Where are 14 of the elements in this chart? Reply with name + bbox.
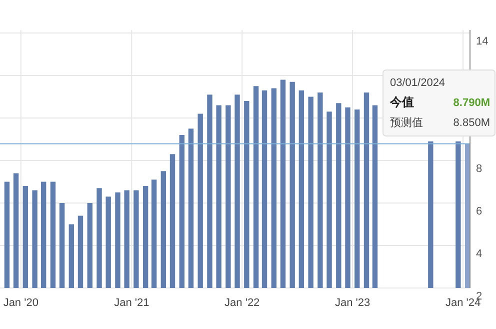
- y-tick-label: 4: [476, 248, 482, 260]
- annotation: 今值: [389, 95, 414, 109]
- y-tick-label: 8: [476, 163, 482, 176]
- annotation: 8.790M: [453, 97, 490, 109]
- x-tick-label: Jan '24: [445, 296, 481, 309]
- x-tick-label: Jan '22: [224, 296, 260, 309]
- annotation: 03/01/2024: [390, 77, 446, 89]
- x-tick-label: Jan '23: [335, 296, 370, 309]
- annotation: 预测值: [390, 117, 423, 129]
- annotation: 8.850M: [453, 117, 490, 129]
- y-tick-label: 6: [476, 206, 482, 218]
- x-tick-label: Jan '21: [114, 296, 150, 309]
- x-tick-label: Jan '20: [3, 296, 38, 309]
- y-tick-label: 14: [476, 36, 488, 48]
